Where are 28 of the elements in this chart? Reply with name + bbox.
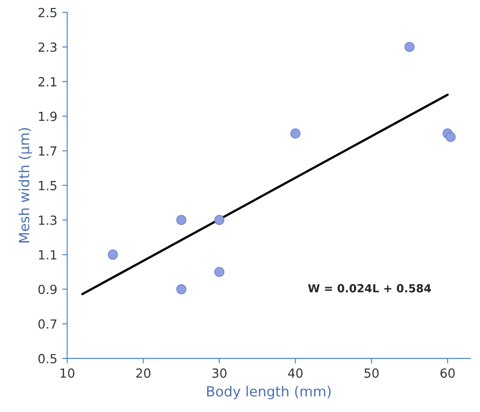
point [290, 128, 301, 139]
y-tick-label: 1.9 [38, 112, 57, 122]
point [404, 42, 415, 52]
annotation: W = 0.024L + 0.584 [308, 284, 431, 292]
y-tick-label: 1.1 [38, 250, 56, 260]
x-tick-label: 60 [440, 368, 455, 378]
point [108, 250, 118, 260]
x-tick-label: 10 [60, 368, 74, 378]
x-tick-label: 30 [212, 368, 226, 378]
y-tick-label: 2.3 [38, 42, 56, 52]
x-tick-label: 40 [288, 368, 303, 378]
x-tick-label: 50 [364, 368, 379, 378]
point [214, 266, 224, 277]
y-tick-label: 0.7 [38, 319, 56, 329]
y-tick-label: 2.5 [38, 8, 56, 18]
y-tick-label: 1.7 [38, 146, 56, 156]
point [214, 214, 224, 226]
y-tick-label: 2.1 [38, 77, 56, 86]
y-tick-label: 0.5 [38, 354, 56, 364]
x-tick-label: 20 [136, 368, 150, 378]
point [176, 214, 186, 226]
point [176, 284, 186, 294]
y-axis-title: Mesh width (µm) [18, 128, 32, 242]
x-axis-title: Body length (mm) [207, 386, 331, 400]
y-tick-label: 0.9 [38, 284, 57, 294]
y-tick-label: 1.5 [38, 181, 56, 190]
point [446, 132, 456, 142]
y-tick-label: 1.3 [38, 215, 56, 225]
